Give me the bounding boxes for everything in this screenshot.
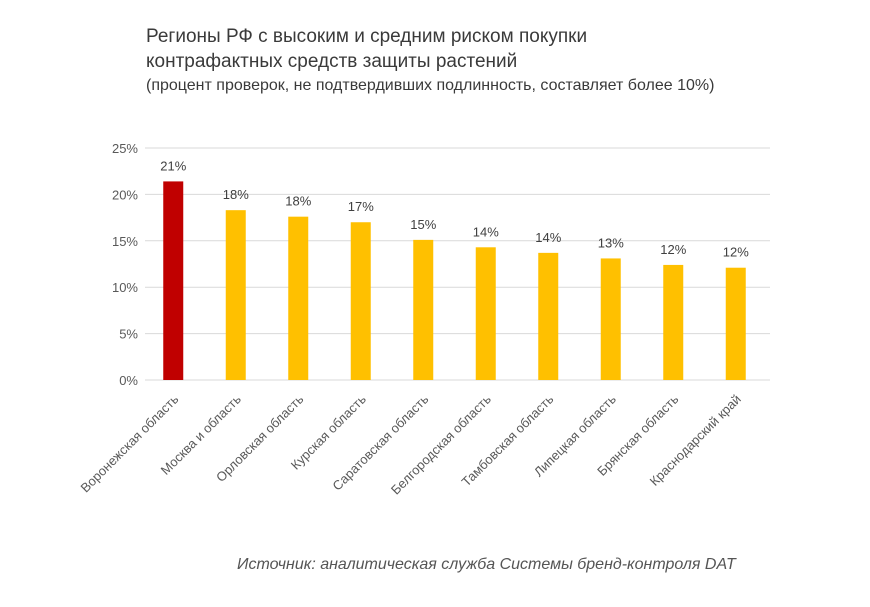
bar	[225, 210, 246, 380]
data-label: 13%	[598, 235, 624, 250]
bar	[663, 264, 684, 380]
data-label: 18%	[285, 194, 311, 209]
source-note: Источник: аналитическая служба Системы б…	[237, 556, 736, 573]
bar	[350, 222, 371, 380]
data-label: 21%	[160, 158, 186, 173]
data-label: 14%	[473, 224, 499, 239]
y-tick-label: 15%	[112, 234, 138, 249]
bar	[538, 252, 559, 380]
bar	[600, 258, 621, 380]
y-tick-label: 20%	[112, 187, 138, 202]
bar	[163, 181, 184, 380]
chart-subtitle: (процент проверок, не подтвердивших подл…	[146, 77, 715, 94]
y-tick-label: 0%	[119, 373, 138, 388]
bar	[725, 267, 746, 380]
y-tick-label: 10%	[112, 280, 138, 295]
bar	[288, 216, 309, 380]
bar	[475, 247, 496, 380]
data-label: 12%	[660, 242, 686, 257]
y-tick-label: 25%	[112, 141, 138, 156]
chart-title-line2: контрафактных средств защиты растений	[146, 51, 518, 72]
x-tick-label: Воронежская область	[78, 391, 182, 495]
y-tick-label: 5%	[119, 327, 138, 342]
bar	[413, 239, 434, 380]
chart-title: Регионы РФ с высоким и средним риском по…	[146, 26, 588, 47]
data-label: 17%	[348, 199, 374, 214]
data-label: 12%	[723, 245, 749, 260]
data-label: 18%	[223, 187, 249, 202]
data-label: 15%	[410, 217, 436, 232]
data-label: 14%	[535, 230, 561, 245]
